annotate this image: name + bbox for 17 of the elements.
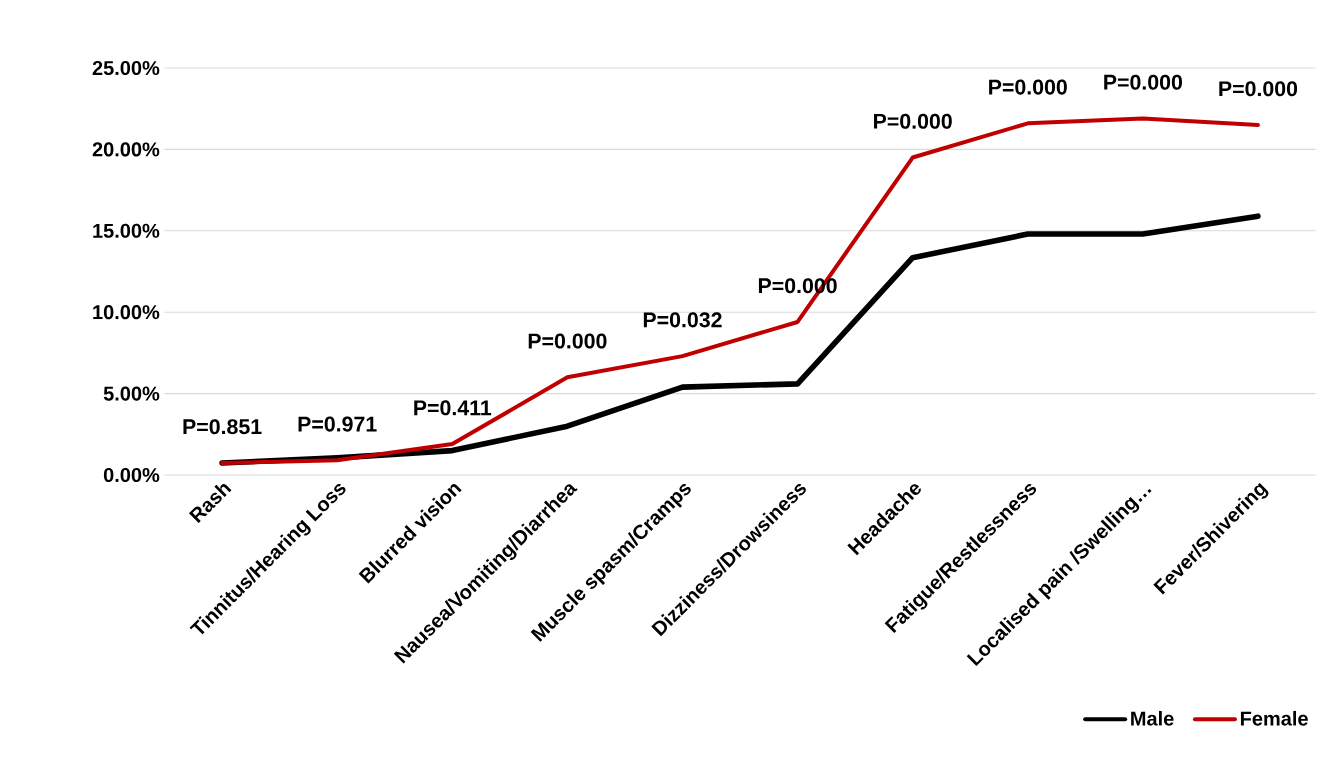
y-tick-label: 5.00% — [103, 386, 160, 401]
annotation: P=0.000 — [1219, 81, 1298, 97]
y-tick-label: 25.00% — [92, 60, 160, 76]
annotation: P=0.032 — [643, 312, 722, 328]
annotation: P=0.411 — [414, 400, 492, 416]
y-tick-label: 20.00% — [92, 142, 160, 157]
y-tick-label: 0.00% — [103, 467, 160, 483]
y-tick-label: 15.00% — [93, 223, 160, 238]
annotation: P=0.851 — [183, 419, 262, 435]
annotation: P=0.000 — [989, 79, 1067, 95]
annotation: P=0.000 — [1104, 74, 1182, 90]
annotation: P=0.000 — [874, 113, 952, 129]
annotation: P=0.000 — [528, 333, 607, 349]
legend-label: Female — [1240, 710, 1308, 726]
y-tick-label: 10.00% — [93, 305, 160, 320]
legend-label: Male — [1131, 710, 1174, 726]
annotation: P=0.971 — [298, 416, 377, 432]
